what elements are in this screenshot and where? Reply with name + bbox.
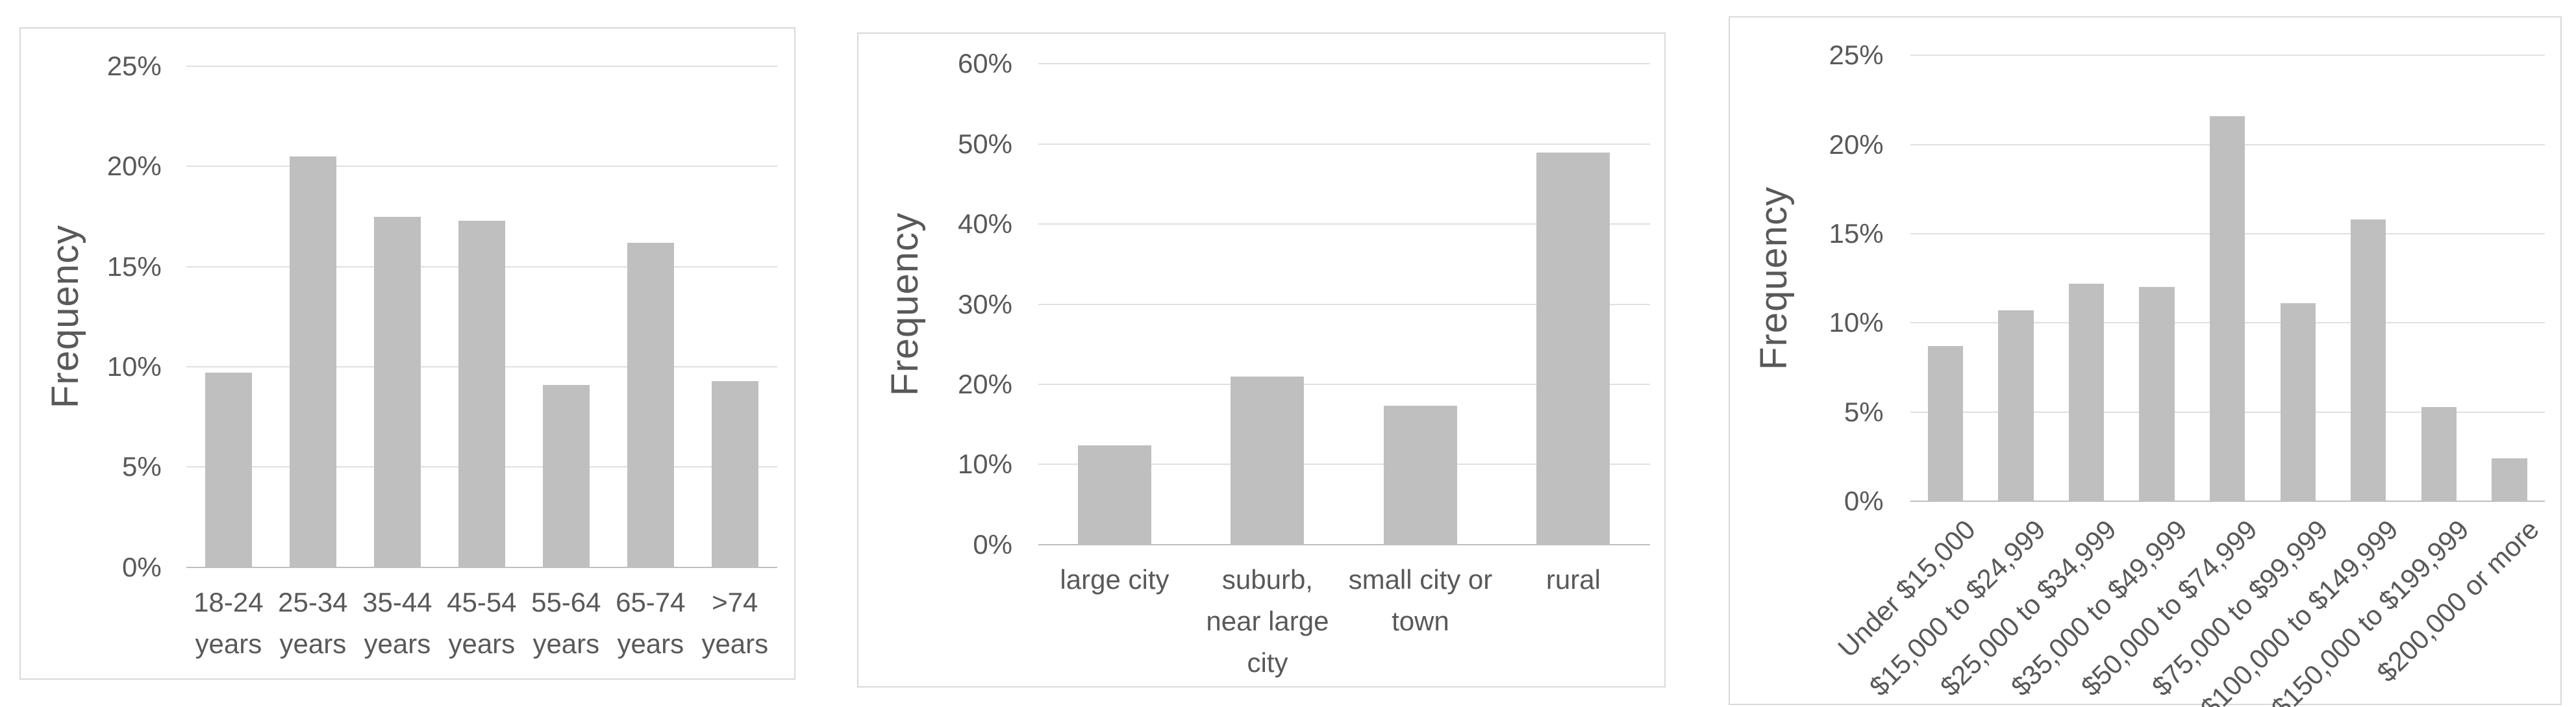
bar-age-frequency-2 bbox=[374, 216, 421, 567]
y-tick-label: 15% bbox=[1829, 217, 1884, 249]
x-tick-label: suburb, near large city bbox=[1206, 564, 1329, 678]
y-tick-label: 30% bbox=[957, 288, 1013, 319]
x-axis-line bbox=[186, 566, 777, 568]
gridline bbox=[1038, 464, 1650, 465]
bar-income-frequency-1 bbox=[1998, 310, 2034, 502]
bar-age-frequency-6 bbox=[712, 380, 758, 567]
y-tick-label: 60% bbox=[957, 48, 1013, 79]
y-tick-label: 5% bbox=[1844, 396, 1884, 427]
bar-location-frequency-1 bbox=[1231, 376, 1305, 545]
bar-age-frequency-4 bbox=[543, 384, 590, 567]
x-tick-label: small city or town bbox=[1348, 564, 1493, 636]
gridline bbox=[1038, 303, 1650, 305]
y-tick-label: 0% bbox=[1844, 486, 1884, 517]
gridline bbox=[1038, 384, 1650, 386]
y-tick-label: 50% bbox=[957, 128, 1013, 159]
gridline bbox=[186, 166, 777, 167]
x-tick-label: large city bbox=[1060, 564, 1169, 595]
y-tick-label: 0% bbox=[122, 551, 162, 582]
y-tick-label: 15% bbox=[106, 251, 162, 282]
x-tick-label: 25-34 years bbox=[278, 586, 348, 659]
gridline bbox=[1910, 55, 2545, 56]
y-axis-title-box: Frequency bbox=[1742, 55, 1805, 501]
bar-income-frequency-4 bbox=[2209, 116, 2245, 502]
y-axis-title: Frequency bbox=[1752, 186, 1795, 371]
bar-age-frequency-0 bbox=[205, 373, 252, 567]
income-frequency-chart: Frequency 0% 5% 10% 15% 20% 25% Under $15,000 $1… bbox=[1729, 16, 2562, 707]
bar-income-frequency-6 bbox=[2351, 219, 2386, 502]
y-tick-label: 10% bbox=[957, 449, 1013, 480]
bar-location-frequency-0 bbox=[1077, 445, 1151, 545]
y-axis-title-box: Frequency bbox=[36, 66, 94, 567]
y-tick-label: 25% bbox=[1829, 40, 1884, 71]
x-tick-label: 18-24 years bbox=[194, 586, 264, 659]
bar-income-frequency-7 bbox=[2421, 406, 2457, 502]
gridline bbox=[1038, 143, 1650, 145]
y-tick-label: 25% bbox=[106, 51, 162, 82]
y-tick-label: 20% bbox=[106, 151, 162, 182]
y-tick-label: 10% bbox=[106, 351, 162, 382]
gridline bbox=[186, 66, 777, 68]
x-axis-line bbox=[1910, 501, 2545, 502]
y-tick-label: 10% bbox=[1829, 307, 1884, 338]
bar-income-frequency-2 bbox=[2068, 283, 2105, 502]
bar-location-frequency-3 bbox=[1536, 153, 1610, 545]
gridline bbox=[1038, 63, 1650, 65]
bar-age-frequency-3 bbox=[458, 220, 505, 567]
x-tick-label: 55-64 years bbox=[531, 586, 601, 659]
x-tick-label: 45-54 years bbox=[447, 586, 517, 659]
y-tick-label: 20% bbox=[957, 369, 1013, 400]
x-tick-label: 65-74 years bbox=[616, 586, 686, 659]
x-tick-label: rural bbox=[1545, 564, 1601, 595]
bar-age-frequency-5 bbox=[627, 242, 674, 567]
bar-age-frequency-1 bbox=[290, 156, 336, 567]
bar-income-frequency-5 bbox=[2280, 303, 2316, 502]
x-tick-label: >74 years bbox=[701, 586, 769, 659]
y-tick-label: 20% bbox=[1829, 129, 1884, 160]
x-axis-line bbox=[1038, 543, 1650, 545]
y-tick-label: 5% bbox=[122, 451, 162, 482]
y-tick-label: 0% bbox=[973, 528, 1013, 560]
x-tick-label: 35-44 years bbox=[362, 586, 432, 659]
bar-location-frequency-2 bbox=[1383, 406, 1457, 545]
bar-income-frequency-8 bbox=[2492, 458, 2527, 502]
gridline bbox=[1038, 223, 1650, 225]
age-frequency-chart: Frequency 0% 5% 10% 15% 20% 25% 18-24 years 25-3… bbox=[19, 27, 795, 680]
y-tick-label: 40% bbox=[957, 208, 1013, 240]
location-frequency-chart: Frequency 0% 10% 20% 30% 40% 50% 60% large city s… bbox=[857, 32, 1666, 688]
bar-income-frequency-0 bbox=[1927, 346, 1963, 502]
bar-income-frequency-3 bbox=[2139, 287, 2175, 502]
